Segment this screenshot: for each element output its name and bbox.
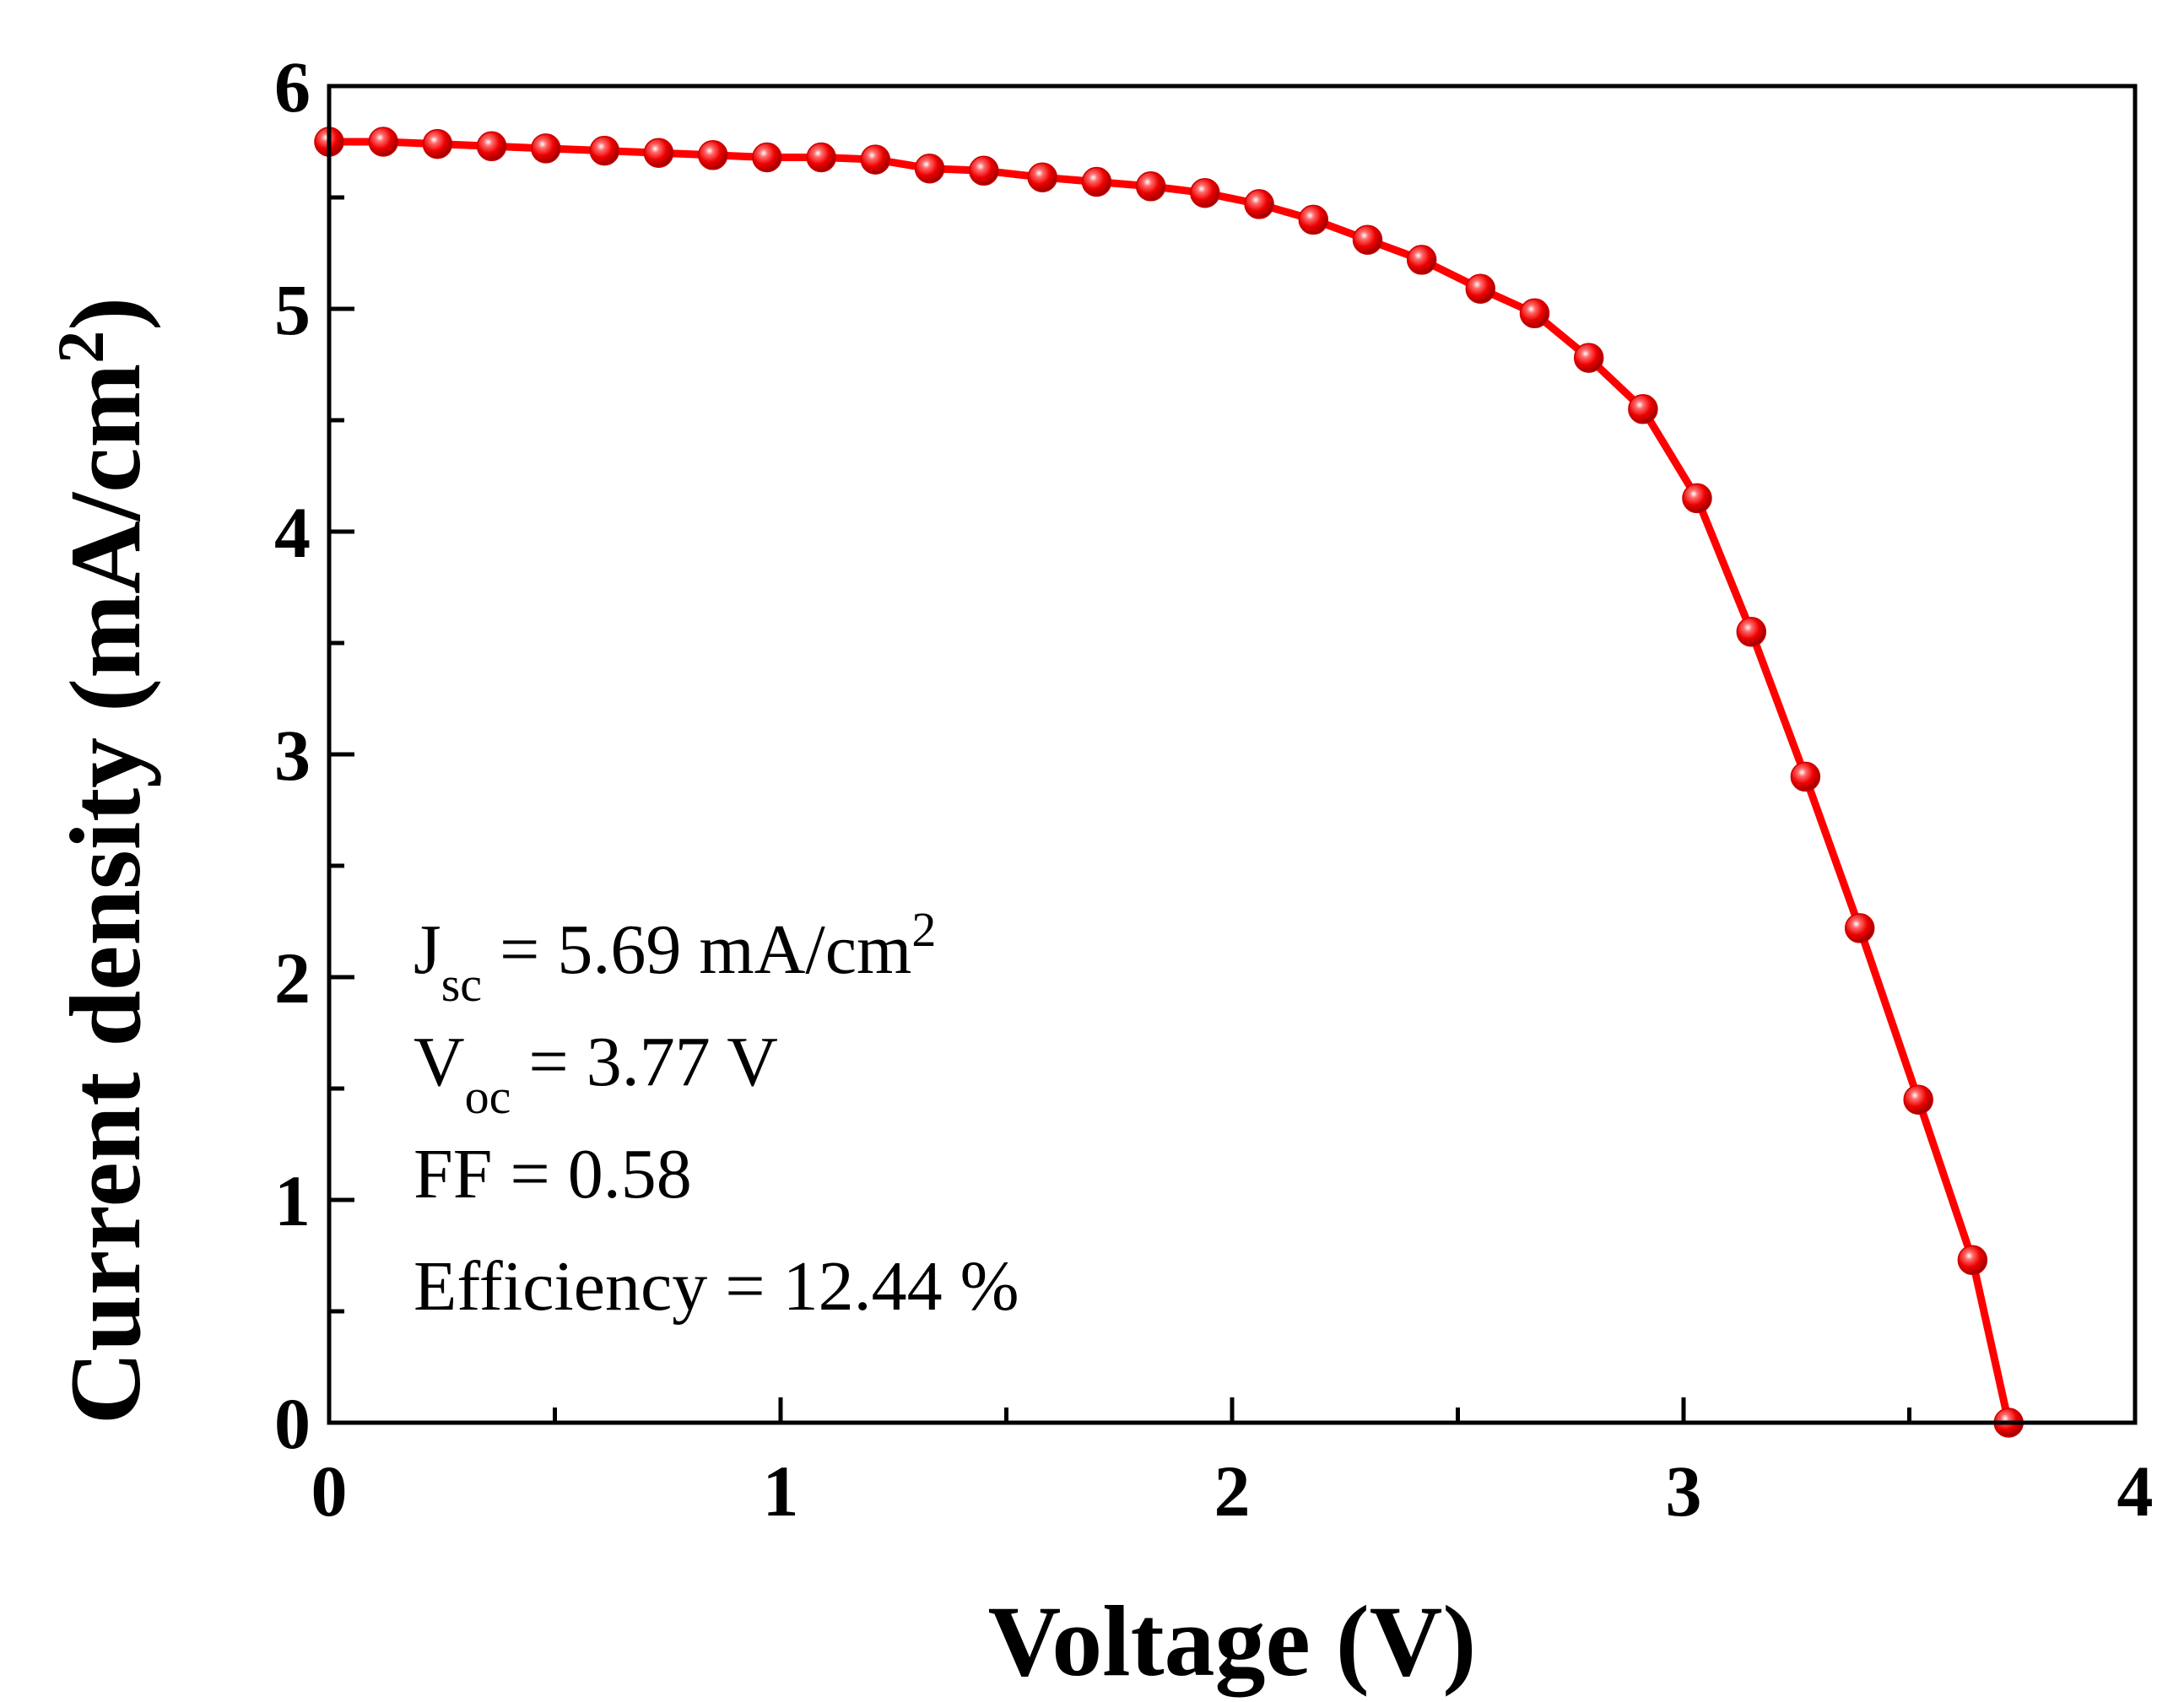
- data-point: [1406, 245, 1437, 275]
- data-point: [1790, 761, 1821, 792]
- x-tick-label: 3: [1666, 1451, 1702, 1532]
- data-point: [422, 128, 453, 159]
- data-point: [1573, 343, 1604, 373]
- data-point: [1190, 177, 1220, 208]
- x-tick-label: 0: [311, 1451, 348, 1532]
- data-point: [860, 144, 891, 175]
- data-point: [1135, 171, 1166, 202]
- data-point: [1465, 273, 1496, 304]
- y-tick-label: 3: [274, 715, 311, 796]
- x-tick-label: 4: [2117, 1451, 2154, 1532]
- y-tick-label: 1: [274, 1160, 311, 1241]
- axis-ticks: [327, 84, 2138, 1425]
- voc-rest: = 3.77 V: [511, 1023, 778, 1101]
- voc-base: V: [414, 1023, 465, 1101]
- annotation-ff: FF = 0.58: [414, 1135, 692, 1213]
- data-point: [589, 135, 620, 166]
- data-point: [368, 127, 398, 157]
- data-point: [1027, 162, 1058, 192]
- y-tick-label: 5: [274, 269, 311, 350]
- x-axis-title: Voltage (V): [988, 1585, 1477, 1698]
- y-axis-title: Current density (mA/cm2): [44, 297, 162, 1425]
- annotation-box: Jsc = 5.69 mA/cm2 Voc = 3.77 V FF = 0.58…: [414, 902, 1019, 1326]
- data-point: [476, 131, 507, 162]
- tick-labels: 0 1 2 3 4 0 1 2 3 4 5 6: [274, 46, 2154, 1532]
- data-point: [1081, 166, 1112, 197]
- y-tick-label: 0: [274, 1383, 311, 1464]
- data-point: [1519, 298, 1550, 329]
- data-point: [1736, 617, 1767, 647]
- annotation-jsc: Jsc = 5.69 mA/cm2: [414, 902, 936, 1012]
- y-tick-label: 2: [274, 937, 311, 1018]
- data-point: [1957, 1245, 1988, 1276]
- data-point: [643, 138, 674, 168]
- annotation-efficiency: Efficiency = 12.44 %: [414, 1247, 1019, 1326]
- jsc-base: J: [414, 910, 441, 989]
- voc-sub: oc: [465, 1069, 511, 1124]
- series-markers: [314, 127, 2024, 1438]
- data-point: [1628, 394, 1658, 424]
- y-tick-label: 6: [274, 46, 311, 127]
- data-point: [752, 142, 782, 173]
- jsc-sub: sc: [441, 957, 482, 1012]
- y-axis-title-sup: 2: [44, 331, 117, 364]
- data-point: [806, 142, 836, 173]
- plot-frame: [327, 84, 2138, 1425]
- data-point: [914, 153, 945, 184]
- data-point: [1682, 483, 1712, 514]
- data-point: [1352, 224, 1383, 255]
- series-line: [329, 138, 2013, 1424]
- data-point: [698, 140, 728, 170]
- data-point: [531, 133, 561, 164]
- data-point: [1903, 1084, 1933, 1115]
- y-axis-title-close: ): [49, 297, 161, 331]
- data-point: [1244, 189, 1274, 219]
- data-point: [1298, 204, 1329, 235]
- y-tick-label: 4: [274, 492, 311, 573]
- data-point: [969, 155, 999, 186]
- x-tick-label: 2: [1214, 1451, 1251, 1532]
- jsc-sup: 2: [911, 902, 936, 957]
- data-point: [1844, 913, 1875, 943]
- y-axis-title-main: Current density (mA/cm: [49, 364, 161, 1425]
- annotation-voc: Voc = 3.77 V: [414, 1023, 778, 1124]
- x-tick-label: 1: [763, 1451, 799, 1532]
- jsc-rest: = 5.69 mA/cm: [482, 910, 911, 989]
